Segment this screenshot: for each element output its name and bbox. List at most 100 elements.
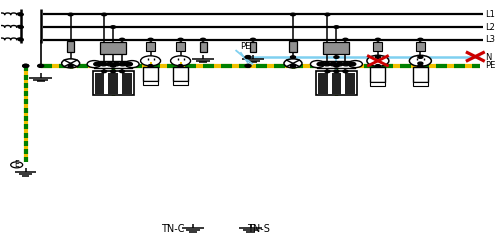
Text: TN-C: TN-C [161, 224, 185, 234]
Circle shape [334, 56, 339, 58]
Circle shape [102, 13, 107, 16]
Bar [146, 42, 155, 51]
Circle shape [23, 64, 29, 67]
Circle shape [409, 55, 431, 66]
Bar [324, 42, 349, 54]
Circle shape [367, 55, 389, 66]
Bar [108, 73, 118, 94]
Circle shape [87, 60, 101, 68]
Circle shape [141, 56, 160, 66]
Bar [199, 42, 206, 52]
Circle shape [375, 38, 380, 41]
Circle shape [18, 38, 23, 41]
Circle shape [317, 62, 324, 66]
Circle shape [291, 56, 296, 58]
Circle shape [38, 64, 44, 67]
Circle shape [324, 62, 331, 66]
Circle shape [111, 70, 116, 73]
Bar [289, 41, 297, 52]
Bar [332, 73, 341, 94]
Circle shape [334, 26, 339, 28]
Circle shape [111, 65, 116, 67]
Circle shape [245, 56, 251, 58]
Bar [95, 73, 104, 94]
Circle shape [250, 38, 256, 41]
Bar [413, 82, 428, 86]
Bar [316, 71, 357, 95]
Circle shape [330, 62, 337, 66]
Circle shape [375, 56, 380, 58]
Bar [318, 60, 355, 68]
Bar [318, 73, 328, 94]
Circle shape [102, 70, 107, 73]
Circle shape [18, 13, 23, 16]
Circle shape [418, 38, 423, 41]
Circle shape [291, 65, 296, 67]
Circle shape [119, 62, 126, 66]
Bar [173, 67, 188, 81]
Circle shape [349, 62, 356, 66]
Bar [173, 81, 188, 85]
Circle shape [200, 38, 205, 41]
Circle shape [334, 70, 339, 73]
Bar [143, 67, 158, 81]
Text: N: N [485, 53, 491, 61]
Bar [94, 60, 132, 68]
Text: L1: L1 [485, 10, 495, 19]
Bar [143, 81, 158, 85]
Circle shape [94, 62, 101, 66]
Circle shape [284, 59, 302, 68]
Circle shape [336, 62, 343, 66]
Circle shape [11, 162, 23, 168]
Circle shape [418, 56, 423, 58]
Bar [413, 67, 428, 82]
Circle shape [148, 38, 153, 41]
Circle shape [100, 62, 107, 66]
Circle shape [125, 60, 139, 68]
Circle shape [325, 70, 330, 73]
Text: E: E [15, 160, 19, 169]
Bar [370, 67, 385, 82]
Circle shape [111, 26, 116, 28]
Text: PEN: PEN [239, 42, 257, 51]
Bar [176, 42, 185, 51]
Circle shape [375, 65, 380, 67]
Text: L2: L2 [485, 22, 495, 32]
Circle shape [342, 62, 349, 66]
Bar [345, 73, 355, 94]
Circle shape [418, 62, 423, 65]
Circle shape [348, 60, 362, 68]
Circle shape [343, 38, 348, 41]
Circle shape [106, 62, 113, 66]
Circle shape [148, 65, 153, 67]
Circle shape [170, 56, 190, 66]
Circle shape [113, 62, 120, 66]
Bar [249, 42, 257, 52]
Circle shape [120, 70, 125, 73]
Circle shape [245, 64, 251, 67]
Circle shape [125, 62, 132, 66]
Circle shape [120, 38, 125, 41]
Circle shape [178, 65, 183, 67]
Bar [93, 71, 134, 95]
Bar [373, 42, 382, 51]
Bar [100, 42, 126, 54]
Circle shape [334, 65, 339, 67]
Circle shape [311, 60, 325, 68]
Bar [370, 82, 385, 86]
Bar [122, 73, 132, 94]
Circle shape [178, 38, 183, 41]
Circle shape [23, 64, 29, 67]
Text: L3: L3 [485, 35, 495, 44]
Circle shape [418, 65, 423, 67]
Circle shape [18, 26, 23, 28]
Bar [416, 42, 425, 51]
Text: TN-S: TN-S [246, 224, 270, 234]
Circle shape [343, 70, 348, 73]
Circle shape [68, 65, 73, 67]
Circle shape [325, 13, 330, 16]
Circle shape [291, 13, 296, 16]
Text: PE: PE [485, 61, 495, 70]
Circle shape [68, 13, 73, 16]
Circle shape [62, 59, 80, 68]
